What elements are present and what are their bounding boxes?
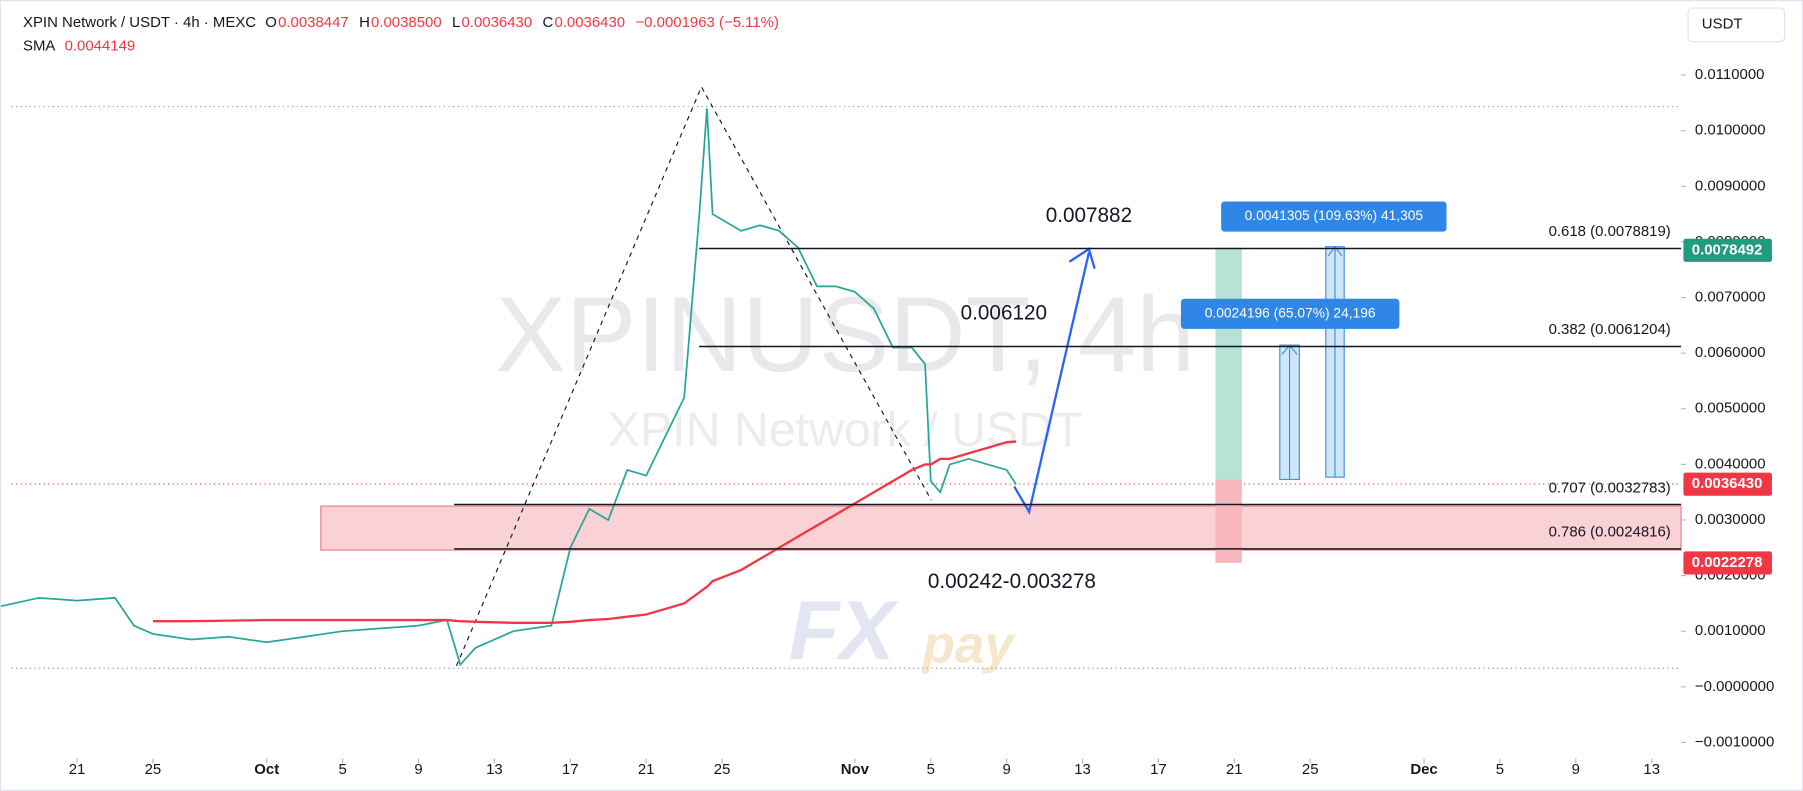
indicator-name: SMA <box>23 37 55 54</box>
x-tick-label: 17 <box>562 761 579 778</box>
ohlc-value: 0.0036430 <box>554 14 625 31</box>
fib-label: 0.707 (0.0032783) <box>1549 479 1671 496</box>
zigzag <box>455 85 932 667</box>
y-tick-label: 0.0060000 <box>1695 344 1766 361</box>
measure-badge <box>1180 298 1400 329</box>
currency-label[interactable]: USDT <box>1702 15 1743 32</box>
x-tick-label: 9 <box>414 761 422 778</box>
indicator-value: 0.0044149 <box>65 37 136 54</box>
y-tick-label: −0.0000000 <box>1695 678 1774 695</box>
y-tick-label: 0.0070000 <box>1695 288 1766 305</box>
price-line <box>0 108 1017 667</box>
ohlc-key: H <box>359 14 370 31</box>
ohlc-value: 0.0036430 <box>461 14 532 31</box>
position-loss <box>1215 479 1242 563</box>
y-tick-label: 0.0100000 <box>1695 122 1766 139</box>
x-tick-label: 21 <box>1226 761 1243 778</box>
x-tick-label: 13 <box>486 761 503 778</box>
price-tag-label: 0.0078492 <box>1692 241 1763 258</box>
price-tag <box>1683 472 1772 496</box>
fib-label: 0.382 (0.0061204) <box>1549 321 1671 338</box>
x-tick-label: 21 <box>638 761 655 778</box>
x-tick-label: Oct <box>254 761 279 778</box>
ohlc-key: L <box>452 14 460 31</box>
x-tick-label: 25 <box>714 761 731 778</box>
x-tick-label: 13 <box>1074 761 1091 778</box>
logo-fx: FX <box>789 584 899 677</box>
currency-button[interactable] <box>1687 7 1786 43</box>
ohlc-key: C <box>542 14 553 31</box>
projection-arrow <box>1013 252 1091 515</box>
measure-label: 0.0024196 (65.07%) 24,196 <box>1205 304 1376 320</box>
x-tick-label: 25 <box>1302 761 1319 778</box>
sma-line <box>152 440 1017 624</box>
ohlc-key: O <box>265 14 277 31</box>
y-tick-label: 0.0110000 <box>1695 66 1765 83</box>
y-tick-label: 0.0040000 <box>1695 455 1766 472</box>
x-tick-label: 13 <box>1643 761 1660 778</box>
position-profit <box>1215 247 1242 480</box>
price-tag <box>1683 238 1772 262</box>
zone-label: 0.00242-0.003278 <box>928 570 1096 593</box>
y-tick-label: 0.0010000 <box>1695 622 1766 639</box>
x-tick-label: 25 <box>145 761 162 778</box>
annotation-layer: 0.007882 0.006120 0.00242-0.003278 0.004… <box>23 7 1786 593</box>
y-tick-label: 0.0050000 <box>1695 400 1766 417</box>
x-tick-label: 5 <box>1496 761 1504 778</box>
chart-title: XPIN Network / USDT · 4h · MEXC <box>23 14 256 31</box>
price-tag-label: 0.0022278 <box>1692 554 1763 571</box>
fib-label: 0.618 (0.0078819) <box>1549 223 1671 240</box>
y-tick-label: 0.0030000 <box>1695 511 1766 528</box>
x-tick-label: 9 <box>1003 761 1011 778</box>
x-tick-label: 21 <box>69 761 86 778</box>
measure-badge <box>1221 201 1447 232</box>
demand-zone <box>320 505 1682 551</box>
watermark-symbol: XPINUSDT, 4h <box>495 276 1195 394</box>
y-tick-label: 0.0090000 <box>1695 177 1766 194</box>
target-label: 0.006120 <box>961 301 1047 324</box>
measure-label: 0.0041305 (109.63%) 41,305 <box>1245 207 1424 223</box>
x-tick-label: 9 <box>1572 761 1580 778</box>
x-tick-label: 17 <box>1150 761 1167 778</box>
plot-layer: 0.01100000.01000000.00900000.00800000.00… <box>0 66 1774 778</box>
x-tick-label: Nov <box>841 761 870 778</box>
price-tag <box>1683 551 1772 575</box>
y-tick-label: −0.0010000 <box>1695 733 1774 750</box>
change-value: −0.0001963 (−5.11%) <box>635 14 778 31</box>
target-label: 0.007882 <box>1046 204 1132 227</box>
x-tick-label: 5 <box>338 761 346 778</box>
price-tag-label: 0.0036430 <box>1692 475 1763 492</box>
x-tick-label: 5 <box>927 761 935 778</box>
ohlc-value: 0.0038500 <box>371 14 442 31</box>
x-tick-label: Dec <box>1410 761 1437 778</box>
ohlc-value: 0.0038447 <box>278 14 349 31</box>
watermark-name: XPIN Network / USDT <box>608 403 1083 457</box>
fib-label: 0.786 (0.0024816) <box>1549 524 1671 541</box>
logo-pay: pay <box>921 615 1017 674</box>
